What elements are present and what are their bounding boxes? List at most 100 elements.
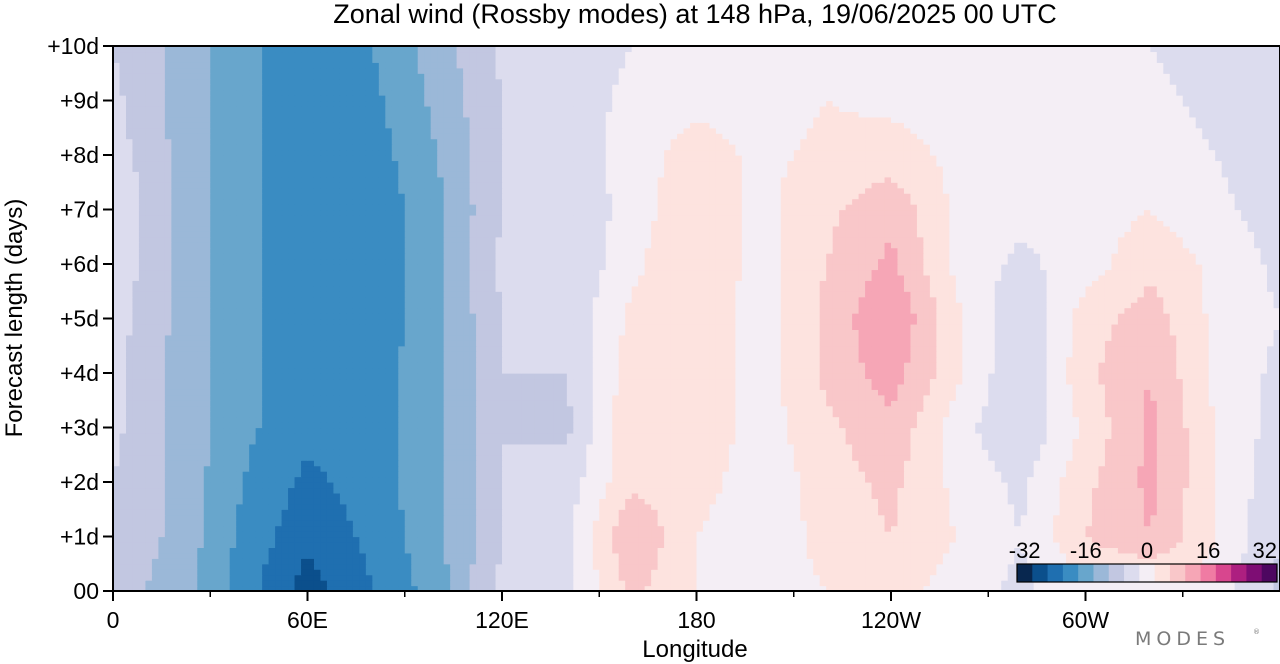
- field-cell: [638, 542, 645, 548]
- field-cell: [1008, 498, 1015, 504]
- field-cell: [165, 471, 172, 477]
- field-cell: [1196, 504, 1203, 510]
- field-cell: [1209, 498, 1216, 504]
- field-cell: [282, 455, 289, 461]
- field-cell: [872, 542, 879, 548]
- field-cell: [742, 547, 749, 553]
- field-cell: [340, 547, 347, 553]
- field-cell: [1001, 580, 1008, 586]
- field-cell: [489, 515, 496, 521]
- field-cell: [476, 580, 483, 586]
- field-cell: [1215, 531, 1222, 537]
- field-cell: [1014, 515, 1021, 521]
- field-cell: [1001, 553, 1008, 559]
- field-cell: [262, 580, 269, 586]
- field-cell: [353, 455, 360, 461]
- field-cell: [314, 493, 321, 499]
- field-cell: [956, 542, 963, 548]
- field-cell: [346, 449, 353, 455]
- field-cell: [1209, 477, 1216, 483]
- field-cell: [210, 487, 217, 493]
- field-cell: [496, 487, 503, 493]
- field-cell: [508, 564, 515, 570]
- field-cell: [502, 471, 509, 477]
- field-cell: [1157, 547, 1164, 553]
- field-cell: [722, 477, 729, 483]
- field-cell: [619, 509, 626, 515]
- field-cell: [126, 509, 133, 515]
- field-cell: [923, 526, 930, 532]
- field-cell: [612, 553, 619, 559]
- field-cell: [508, 509, 515, 515]
- field-cell: [1189, 455, 1196, 461]
- field-cell: [275, 553, 282, 559]
- field-cell: [1248, 482, 1255, 488]
- field-cell: [1267, 477, 1274, 483]
- field-cell: [891, 493, 898, 499]
- field-cell: [340, 558, 347, 564]
- field-cell: [463, 438, 470, 444]
- field-cell: [1053, 455, 1060, 461]
- field-cell: [684, 498, 691, 504]
- field-cell: [353, 547, 360, 553]
- field-cell: [1111, 455, 1118, 461]
- field-cell: [1150, 455, 1157, 461]
- field-cell: [1144, 477, 1151, 483]
- field-cell: [119, 504, 126, 510]
- field-cell: [405, 526, 412, 532]
- field-cell: [664, 531, 671, 537]
- field-cell: [145, 455, 152, 461]
- field-cell: [262, 564, 269, 570]
- field-cell: [658, 498, 665, 504]
- field-cell: [820, 520, 827, 526]
- field-cell: [126, 466, 133, 472]
- field-cell: [249, 542, 256, 548]
- field-cell: [859, 460, 866, 466]
- field-cell: [885, 504, 892, 510]
- field-cell: [483, 438, 490, 444]
- field-cell: [113, 580, 120, 586]
- field-cell: [593, 482, 600, 488]
- field-cell: [424, 498, 431, 504]
- field-cell: [638, 504, 645, 510]
- field-cell: [716, 482, 723, 488]
- field-cell: [638, 449, 645, 455]
- field-cell: [197, 558, 204, 564]
- field-cell: [1047, 482, 1054, 488]
- field-cell: [677, 509, 684, 515]
- field-cell: [126, 526, 133, 532]
- field-cell: [1086, 466, 1093, 472]
- field-cell: [632, 515, 639, 521]
- field-cell: [515, 564, 522, 570]
- field-cell: [1034, 531, 1041, 537]
- field-cell: [923, 547, 930, 553]
- field-cell: [204, 444, 211, 450]
- field-cell: [385, 547, 392, 553]
- field-cell: [541, 569, 548, 575]
- field-cell: [288, 537, 295, 543]
- field-cell: [820, 547, 827, 553]
- field-cell: [1060, 498, 1067, 504]
- field-cell: [1131, 526, 1138, 532]
- field-cell: [295, 553, 302, 559]
- field-cell: [1176, 509, 1183, 515]
- field-cell: [580, 482, 587, 488]
- field-cell: [1235, 504, 1242, 510]
- field-cell: [152, 444, 159, 450]
- field-cell: [1157, 498, 1164, 504]
- field-cell: [1267, 471, 1274, 477]
- field-cell: [982, 455, 989, 461]
- field-cell: [755, 482, 762, 488]
- field-cell: [897, 477, 904, 483]
- field-cell: [1118, 466, 1125, 472]
- field-cell: [1157, 482, 1164, 488]
- field-cell: [262, 553, 269, 559]
- field-cell: [320, 520, 327, 526]
- field-cell: [126, 455, 133, 461]
- field-cell: [528, 542, 535, 548]
- field-cell: [813, 575, 820, 581]
- field-cell: [988, 477, 995, 483]
- field-cell: [1267, 466, 1274, 472]
- field-cell: [197, 569, 204, 575]
- field-cell: [820, 526, 827, 532]
